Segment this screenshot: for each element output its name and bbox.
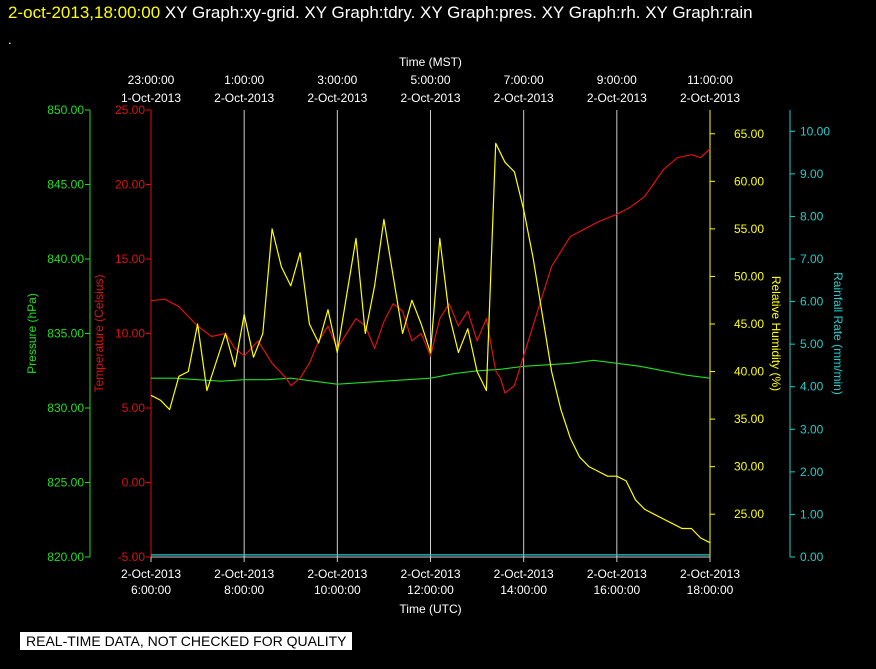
rain-tick-label: 10.00 [800,124,830,138]
rain-axis-title: Rainfall Rate (mm/min) [831,272,845,395]
humidity-tick-label: 35.00 [734,412,764,426]
series-tdry-line [150,148,711,394]
x-tick-label-date: 2-Oct-2013 [307,567,367,581]
humidity-axis-title: Relative Humidity (%) [769,276,783,391]
top-tick-label-date: 1-Oct-2013 [121,91,181,105]
pressure-tick-label: 825.00 [47,476,84,490]
temperature-tick-label: -5.00 [118,550,146,564]
pressure-tick-label: 835.00 [47,327,84,341]
series-pres-line [151,359,711,385]
x-axis-title: Time (UTC) [399,602,461,616]
x-tick-label-date: 2-Oct-2013 [121,567,181,581]
humidity-tick-label: 50.00 [734,269,764,283]
pressure-axis-title: Pressure (hPa) [25,293,39,374]
top-tick-label-date: 2-Oct-2013 [587,91,647,105]
x-tick-label-time: 12:00:00 [407,583,454,597]
humidity-tick-label: 55.00 [734,222,764,236]
rain-tick-label: 9.00 [800,167,824,181]
grid-lines [243,110,618,557]
top-tick-label-date: 2-Oct-2013 [400,91,460,105]
rain-tick-label: 3.00 [800,422,824,436]
pressure-tick-label: 840.00 [47,252,84,266]
rain-tick-label: 2.00 [800,465,824,479]
pressure-tick-label: 850.00 [47,103,84,117]
temperature-tick-label: 20.00 [115,178,145,192]
temperature-tick-label: 15.00 [115,252,145,266]
temperature-tick-label: 25.00 [115,103,145,117]
header-graph-list: XY Graph:xy-grid. XY Graph:tdry. XY Grap… [164,3,753,22]
humidity-tick-label: 45.00 [734,317,764,331]
top-axis-title: Time (MST) [399,55,462,69]
top-tick-label-date: 2-Oct-2013 [680,91,740,105]
top-tick-label-time: 3:00:00 [317,73,357,87]
top-tick-label-time: 23:00:00 [128,73,175,87]
series-rh-line [150,142,711,544]
top-tick-label-time: 7:00:00 [504,73,544,87]
x-tick-label-time: 16:00:00 [593,583,640,597]
header-dot: . [8,32,12,47]
pressure-tick-label: 830.00 [47,401,84,415]
rain-tick-label: 1.00 [800,507,824,521]
rain-tick-label: 8.00 [800,209,824,223]
pressure-tick-label: 820.00 [47,550,84,564]
temperature-tick-label: 5.00 [122,401,146,415]
rain-tick-label: 5.00 [800,337,824,351]
x-tick-label-time: 8:00:00 [224,583,264,597]
x-tick-label-time: 18:00:00 [687,583,734,597]
top-tick-label-date: 2-Oct-2013 [494,91,554,105]
x-tick-label-date: 2-Oct-2013 [400,567,460,581]
rain-tick-label: 4.00 [800,380,824,394]
temperature-axis-title: Temperature (Celsius) [92,274,106,392]
rain-tick-label: 7.00 [800,252,824,266]
x-tick-label-date: 2-Oct-2013 [587,567,647,581]
top-tick-label-date: 2-Oct-2013 [214,91,274,105]
header-timestamp: 2-oct-2013,18:00:00 [8,3,161,22]
pressure-tick-label: 845.00 [47,178,84,192]
humidity-tick-label: 65.00 [734,127,764,141]
rain-tick-label: 0.00 [800,550,824,564]
humidity-tick-label: 60.00 [734,174,764,188]
quality-notice: REAL-TIME DATA, NOT CHECKED FOR QUALITY [20,632,353,650]
series-lines [150,142,711,556]
x-tick-label-time: 14:00:00 [500,583,547,597]
temperature-tick-label: 10.00 [115,327,145,341]
rain-tick-label: 6.00 [800,295,824,309]
temperature-tick-label: 0.00 [122,476,146,490]
x-tick-label-time: 10:00:00 [314,583,361,597]
x-tick-label-date: 2-Oct-2013 [494,567,554,581]
axes: 2-Oct-2013 6:00:00 2-Oct-2013 8:00:00 2-Oct-… [25,55,845,616]
x-tick-label-date: 2-Oct-2013 [680,567,740,581]
top-tick-label-time: 11:00:00 [687,73,733,87]
x-tick-label-time: 6:00:00 [131,583,171,597]
humidity-tick-label: 25.00 [734,507,764,521]
top-tick-label-time: 1:00:00 [224,73,264,87]
top-tick-label-time: 5:00:00 [410,73,450,87]
header: 2-oct-2013,18:00:00 XY Graph:xy-grid. XY… [8,3,753,23]
humidity-tick-label: 30.00 [734,460,764,474]
top-tick-label-date: 2-Oct-2013 [307,91,367,105]
top-tick-label-time: 9:00:00 [597,73,637,87]
x-tick-label-date: 2-Oct-2013 [214,567,274,581]
humidity-tick-label: 40.00 [734,365,764,379]
